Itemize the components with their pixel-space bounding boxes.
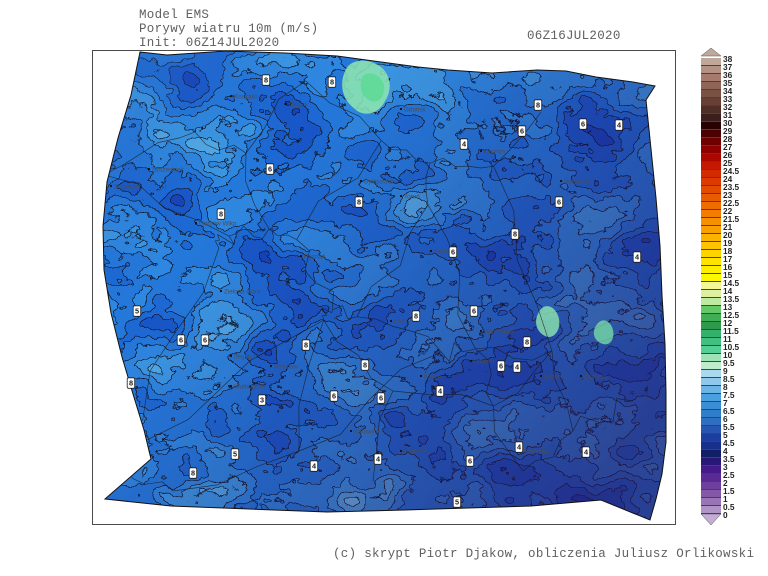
svg-text:Kielce: Kielce	[424, 374, 442, 381]
svg-text:Toruń: Toruń	[404, 194, 420, 201]
svg-text:3: 3	[260, 396, 264, 405]
svg-text:Wałbrzych: Wałbrzych	[234, 384, 264, 391]
svg-text:6: 6	[451, 248, 455, 257]
svg-text:8: 8	[219, 210, 223, 219]
svg-text:6: 6	[472, 307, 476, 316]
svg-text:Białystok: Białystok	[564, 179, 590, 186]
svg-text:Zamość: Zamość	[584, 374, 606, 381]
svg-text:5: 5	[233, 450, 237, 459]
svg-text:Poznań: Poznań	[304, 254, 326, 261]
svg-text:Szczecinek: Szczecinek	[152, 167, 185, 174]
svg-text:Płock: Płock	[434, 249, 450, 256]
svg-text:Szczecin: Szczecin	[114, 184, 140, 191]
svg-text:8: 8	[525, 338, 529, 347]
svg-text:8: 8	[191, 469, 195, 478]
svg-text:Olsztyn: Olsztyn	[484, 149, 505, 156]
svg-text:Radom: Radom	[474, 359, 494, 366]
svg-text:6: 6	[268, 165, 272, 174]
svg-text:8: 8	[129, 379, 133, 388]
svg-text:6: 6	[520, 127, 524, 136]
svg-text:Rzeszów: Rzeszów	[524, 449, 550, 456]
svg-text:6: 6	[499, 362, 503, 371]
svg-text:Gdańsk: Gdańsk	[404, 107, 427, 114]
svg-text:Katowice: Katowice	[354, 429, 380, 436]
svg-text:Gorzów Wlkp.: Gorzów Wlkp.	[199, 221, 238, 228]
svg-text:Wrocław: Wrocław	[274, 364, 298, 371]
svg-text:Bydgoszcz: Bydgoszcz	[364, 179, 394, 186]
svg-text:6: 6	[203, 336, 207, 345]
svg-text:Koszalin: Koszalin	[234, 94, 258, 101]
svg-text:6: 6	[581, 120, 585, 129]
svg-text:5: 5	[455, 498, 459, 507]
svg-text:8: 8	[414, 312, 418, 321]
svg-text:8: 8	[264, 76, 268, 85]
svg-text:6: 6	[379, 394, 383, 403]
svg-text:Łódź: Łódź	[394, 319, 408, 326]
svg-text:Warszawa: Warszawa	[484, 329, 514, 336]
svg-text:Lublin: Lublin	[544, 374, 561, 381]
svg-text:6: 6	[557, 198, 561, 207]
svg-text:8: 8	[330, 78, 334, 87]
svg-text:8: 8	[363, 361, 367, 370]
svg-text:8: 8	[304, 341, 308, 350]
svg-text:5: 5	[135, 307, 139, 316]
svg-text:Legnica: Legnica	[234, 354, 257, 361]
svg-text:8: 8	[513, 230, 517, 239]
svg-text:8: 8	[536, 101, 540, 110]
svg-text:Zielona Góra: Zielona Góra	[224, 289, 261, 296]
svg-text:Słupsk: Słupsk	[289, 102, 309, 109]
svg-text:6: 6	[468, 457, 472, 466]
svg-text:8: 8	[357, 198, 361, 207]
svg-text:Kraków: Kraków	[404, 449, 425, 456]
svg-text:6: 6	[332, 392, 336, 401]
svg-text:6: 6	[179, 336, 183, 345]
